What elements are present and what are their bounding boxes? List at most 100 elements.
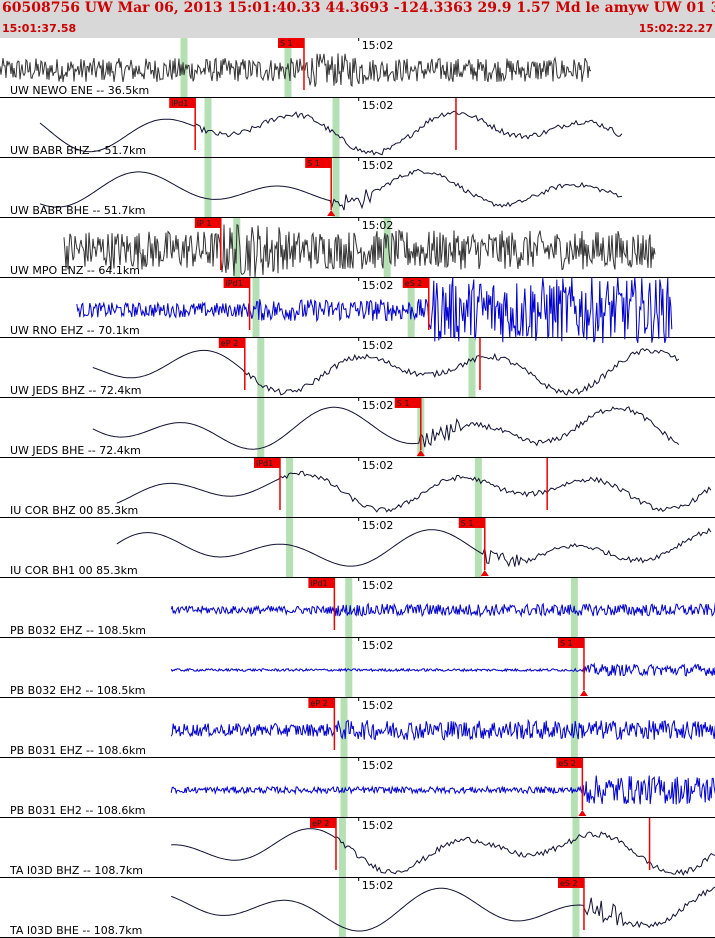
pick-label: eS 2 xyxy=(405,279,423,288)
pick-label: eS 2 xyxy=(560,879,578,888)
pick-label: eP 2 xyxy=(221,339,238,348)
phase-window xyxy=(204,158,212,218)
pick-flag xyxy=(394,398,421,408)
phase-window xyxy=(340,698,348,758)
time-tick-label: 15:02 xyxy=(362,39,394,52)
trace-panel: 15:02 S 1 IU COR BH1 00 85.3km xyxy=(0,518,715,578)
waveform-trace xyxy=(170,718,715,742)
pick-arrow xyxy=(480,570,489,576)
pick-label: eS 2 xyxy=(558,759,576,768)
time-tick-label: 15:02 xyxy=(362,579,394,592)
pick-label: S 1 xyxy=(280,39,293,48)
header-bar: 60508756 UW Mar 06, 2013 15:01:40.33 44.… xyxy=(0,0,715,38)
trace-label: UW JEDS BHE -- 72.4km xyxy=(10,444,141,457)
start-time: 15:01:37.58 xyxy=(2,22,77,35)
phase-window xyxy=(340,758,348,818)
trace-panel: 15:02 eP 2 PB B031 EHZ -- 108.6km xyxy=(0,698,715,758)
time-tick-label: 15:02 xyxy=(362,399,394,412)
phase-window xyxy=(407,278,415,338)
trace-panel: 15:02 iP 1 UW MPO ENZ -- 64.1km xyxy=(0,218,715,278)
trace-panel: 15:02 eP 2 TA I03D BHZ -- 108.7km xyxy=(0,818,715,878)
phase-window xyxy=(257,338,265,398)
time-tick-label: 15:02 xyxy=(362,99,394,112)
phase-window xyxy=(286,518,294,578)
phase-window xyxy=(332,158,340,218)
pick-flag xyxy=(305,158,332,168)
trace-panel: 15:02 iPd1 IU COR BHZ 00 85.3km xyxy=(0,458,715,518)
pick-label: iPd1 xyxy=(256,459,273,468)
trace-label: UW JEDS BHZ -- 72.4km xyxy=(10,384,141,397)
waveform-trace xyxy=(170,602,715,619)
pick-flag xyxy=(308,698,335,708)
phase-window xyxy=(345,638,353,698)
trace-label: UW BABR BHE -- 51.7km xyxy=(10,204,145,217)
waveform-trace xyxy=(170,662,715,677)
phase-window xyxy=(204,98,212,158)
pick-label: iPd1 xyxy=(310,579,327,588)
pick-flag xyxy=(253,458,280,468)
trace-panel: 15:02 eS 2 TA I03D BHE -- 108.7km xyxy=(0,878,715,938)
trace-label: IU COR BH1 00 85.3km xyxy=(10,564,138,577)
trace-panel: 15:02 iPd1 PB B032 EHZ -- 108.5km xyxy=(0,578,715,638)
waveform-trace xyxy=(171,828,715,877)
trace-panel: 15:02 S 1 PB B032 EH2 -- 108.5km xyxy=(0,638,715,698)
time-tick-label: 15:02 xyxy=(362,459,394,472)
trace-label: PB B031 EH2 -- 108.6km xyxy=(10,804,145,817)
phase-window xyxy=(332,98,340,158)
trace-label: UW RNO EHZ -- 70.1km xyxy=(10,324,140,337)
event-title: 60508756 UW Mar 06, 2013 15:01:40.33 44.… xyxy=(2,0,715,16)
phase-window xyxy=(286,458,294,518)
trace-label: PB B032 EH2 -- 108.5km xyxy=(10,684,145,697)
pick-label: iP 1 xyxy=(197,219,212,228)
pick-flag xyxy=(309,818,336,828)
time-tick-label: 15:02 xyxy=(362,639,394,652)
trace-label: TA I03D BHZ -- 108.7km xyxy=(9,864,143,877)
trace-label: PB B032 EHZ -- 108.5km xyxy=(10,624,146,637)
trace-panel: 15:02 S 1 UW BABR BHE -- 51.7km xyxy=(0,158,715,218)
time-tick-label: 15:02 xyxy=(362,279,394,292)
trace-panel: 15:02 S 1 UW JEDS BHE -- 72.4km xyxy=(0,398,715,458)
pick-flag xyxy=(557,638,584,648)
phase-window xyxy=(383,218,391,278)
trace-label: IU COR BHZ 00 85.3km xyxy=(10,504,138,517)
waveform-trace xyxy=(76,276,673,344)
time-tick-label: 15:02 xyxy=(362,519,394,532)
pick-label: eP 2 xyxy=(310,699,327,708)
pick-arrow xyxy=(327,210,336,216)
phase-window xyxy=(572,818,580,878)
phase-window xyxy=(257,398,265,458)
waveform-trace xyxy=(0,53,592,88)
time-tick-label: 15:02 xyxy=(362,759,394,772)
trace-panel: 15:02 eS 2 PB B031 EH2 -- 108.6km xyxy=(0,758,715,818)
trace-label: UW NEWO ENE -- 36.5km xyxy=(10,84,149,97)
pick-label: S 1 xyxy=(307,159,320,168)
waveform-trace xyxy=(171,886,715,932)
trace-panel: 15:02 eP 2 UW JEDS BHZ -- 72.4km xyxy=(0,338,715,398)
phase-window xyxy=(338,878,346,938)
trace-panel: 15:02 iPd1 eS 2 UW RNO EHZ -- 70.1km xyxy=(0,276,715,344)
pick-flag xyxy=(402,278,429,288)
time-tick-label: 15:02 xyxy=(362,819,394,832)
pick-flag xyxy=(194,218,221,228)
phase-window xyxy=(474,518,482,578)
pick-flag xyxy=(557,878,584,888)
waveform-trace xyxy=(92,347,680,396)
pick-flag xyxy=(277,38,304,48)
phase-window xyxy=(180,38,188,98)
phase-window xyxy=(570,638,578,698)
trace-label: TA I03D BHE -- 108.7km xyxy=(9,924,142,937)
pick-label: S 1 xyxy=(461,519,474,528)
time-tick-label: 15:02 xyxy=(362,879,394,892)
pick-flag xyxy=(458,518,485,528)
waveform-trace xyxy=(170,775,715,805)
waveform-trace xyxy=(39,110,623,156)
pick-flag xyxy=(218,338,245,348)
pick-arrow xyxy=(416,450,425,456)
trace-label: PB B031 EHZ -- 108.6km xyxy=(10,744,146,757)
phase-window xyxy=(345,578,353,638)
pick-flag xyxy=(169,98,196,108)
time-tick-label: 15:02 xyxy=(362,339,394,352)
pick-label: iPd1 xyxy=(226,279,243,288)
phase-window xyxy=(474,458,482,518)
time-tick-label: 15:02 xyxy=(362,219,394,232)
